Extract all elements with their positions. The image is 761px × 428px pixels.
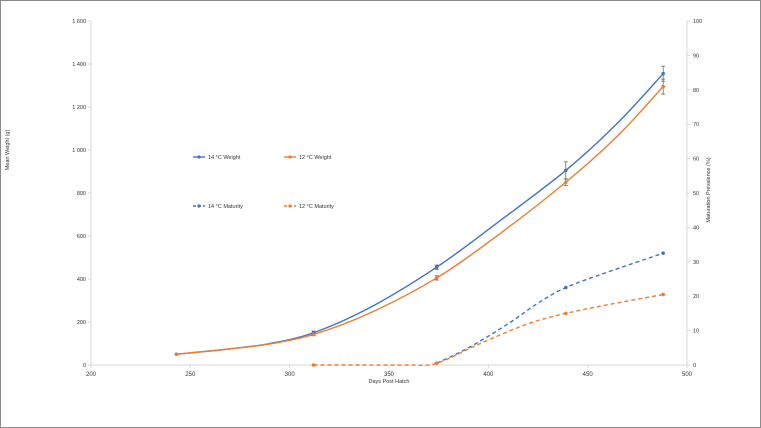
data-point <box>434 361 439 366</box>
y-right-tick-label: 100 <box>693 19 702 25</box>
data-point <box>174 352 179 357</box>
legend-marker-2 <box>288 155 292 159</box>
legend-label-1: 14 °C Weight <box>208 155 241 161</box>
legend-marker-3 <box>197 204 201 208</box>
y-left-tick-label: 1 000 <box>72 148 86 154</box>
y-right-tick-label: 40 <box>693 225 699 231</box>
legend-label-2: 12 °C Weight <box>299 155 332 161</box>
data-point <box>661 251 665 255</box>
y-right-tick-label: 80 <box>693 88 699 94</box>
series-layer <box>174 65 666 367</box>
y-right-tick-label: 70 <box>693 122 699 128</box>
y-right-tick-label: 10 <box>693 329 699 335</box>
data-point <box>661 292 665 297</box>
x-tick-label: 300 <box>285 372 296 378</box>
y-axis-right-title: Maturation Prevalence (%) <box>706 157 712 222</box>
series-line-2 <box>176 86 664 355</box>
x-tick-label: 400 <box>483 372 494 378</box>
data-point <box>661 84 665 89</box>
y-right-tick-label: 20 <box>693 294 699 300</box>
data-point <box>434 276 439 280</box>
y-left-tick-label: 0 <box>83 363 86 369</box>
data-point <box>311 363 316 367</box>
x-axis-title: Days Post Hatch <box>369 379 410 385</box>
x-tick-label: 200 <box>86 372 97 378</box>
y-left-tick-label: 200 <box>77 320 86 326</box>
data-point <box>311 332 316 337</box>
y-right-tick-label: 90 <box>693 53 699 59</box>
legend-label-3: 14 °C Maturity <box>208 204 243 210</box>
y-right-tick-label: 60 <box>693 157 699 163</box>
legend-marker-4 <box>288 204 292 208</box>
y-left-tick-label: 600 <box>77 234 86 240</box>
x-tick-label: 450 <box>583 372 594 378</box>
legend: 14 °C Weight 12 °C Weight 14 °C Maturity 12… <box>193 155 334 210</box>
y-right-tick-label: 50 <box>693 191 699 197</box>
legend-label-4: 12 °C Maturity <box>299 204 334 210</box>
y-left-tick-label: 1 400 <box>72 62 86 68</box>
data-point <box>434 265 439 269</box>
series-line-1 <box>176 73 664 355</box>
y-left-tick-label: 800 <box>77 191 86 197</box>
x-tick-label: 350 <box>384 372 395 378</box>
data-point <box>564 180 568 185</box>
x-tick-label: 250 <box>185 372 196 378</box>
data-point <box>564 311 568 316</box>
data-point <box>564 285 568 290</box>
y-left-tick-label: 1 600 <box>72 19 86 25</box>
y-axis-left-title: Mean Weight (g) <box>5 130 11 171</box>
series-line-3 <box>436 252 664 364</box>
y-right-tick-label: 30 <box>693 260 699 266</box>
x-tick-label: 500 <box>682 372 693 378</box>
data-point <box>564 168 568 173</box>
y-right-tick-label: 0 <box>693 363 696 369</box>
y-left-tick-label: 400 <box>77 277 86 283</box>
y-left-tick-label: 1 200 <box>72 105 86 111</box>
series-line-4 <box>313 293 664 367</box>
legend-marker-1 <box>197 155 201 159</box>
data-point <box>661 71 665 76</box>
